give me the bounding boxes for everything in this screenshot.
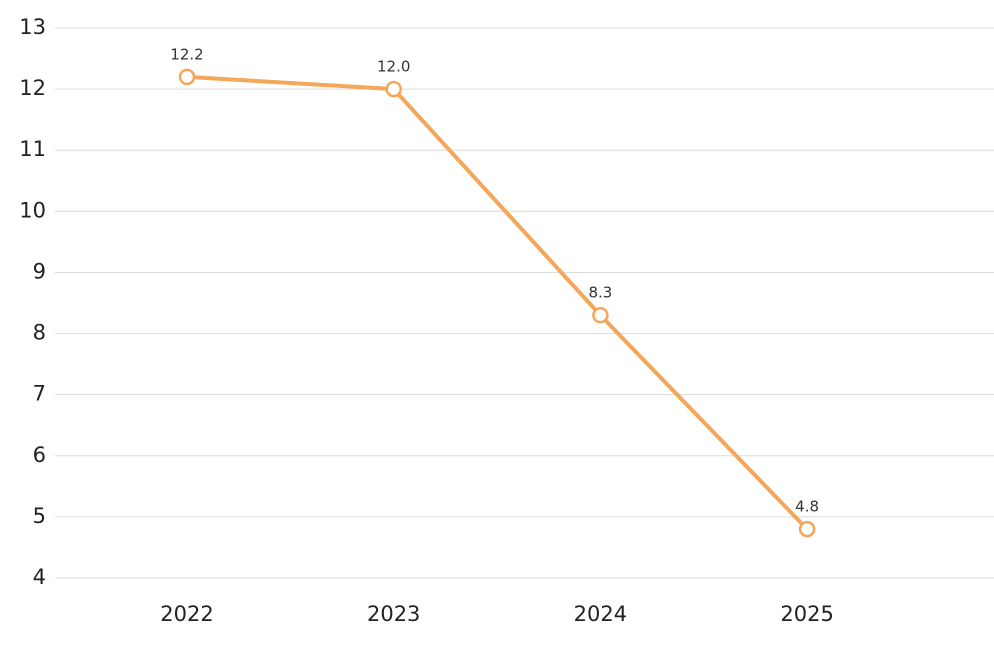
point [385,80,402,98]
value-label: 12.0 [377,58,410,76]
value-label: 4.8 [795,498,819,516]
value-label: 8.3 [588,284,612,302]
point [592,306,609,324]
y-tick-label: 11 [19,137,46,161]
y-tick-label: 5 [33,504,46,528]
x-tick-label: 2022 [160,602,213,626]
point [178,68,196,86]
value-label: 12.2 [170,45,203,63]
y-tick-label: 9 [33,259,46,283]
y-tick-label: 10 [19,198,46,222]
line [186,74,809,531]
y-tick-label: 13 [19,15,46,39]
x-tick-label: 2025 [780,602,833,626]
y-tick-label: 7 [33,382,46,406]
y-tick-label: 8 [33,321,46,345]
y-tick-label: 12 [19,76,46,100]
y-tick-label: 6 [33,443,46,467]
x-tick-label: 2024 [574,602,627,626]
point [798,520,816,538]
x-tick-label: 2023 [367,602,420,626]
y-tick-label: 4 [33,565,46,589]
